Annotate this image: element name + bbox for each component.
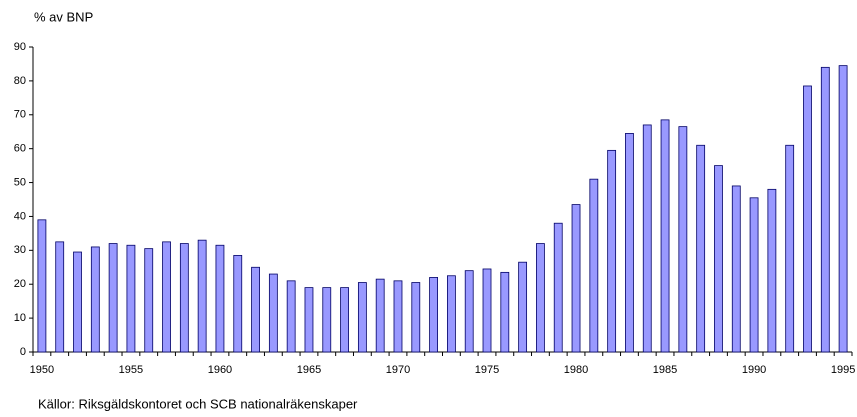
chart-title: % av BNP [34,9,93,24]
bar [357,282,367,353]
bar [731,185,741,353]
bar [447,275,456,353]
bar [340,287,349,353]
bar [126,244,136,353]
bar [37,219,47,353]
y-tick-label: 30 [14,244,26,256]
bar [429,277,438,353]
x-tick-label: 1990 [742,364,766,376]
x-tick-label: 1975 [475,364,499,376]
bar [482,268,492,353]
bar [518,261,528,353]
bar [304,287,314,353]
bar [286,280,296,353]
bar [162,241,171,353]
bar [785,144,795,353]
x-tick-label: 1995 [831,364,855,376]
bar [322,287,332,353]
bar [197,239,207,353]
bar [607,149,617,353]
bar [144,248,154,353]
bar [55,241,65,353]
y-tick-label: 40 [14,210,26,222]
bar [411,282,421,353]
bar [268,273,278,353]
y-tick-label: 90 [14,41,26,53]
bar [660,119,670,353]
bar [714,165,723,353]
bar [500,271,510,353]
bar [233,255,243,353]
bar [108,243,118,353]
y-tick-label: 10 [14,312,26,324]
x-tick-label: 1950 [30,364,54,376]
y-tick-label: 60 [14,143,26,155]
bar [820,66,830,353]
x-tick-label: 1960 [208,364,232,376]
bar [571,204,581,353]
x-tick-label: 1955 [119,364,143,376]
bar [536,243,545,353]
x-tick-label: 1965 [297,364,321,376]
bar [251,266,260,353]
bar [767,188,777,353]
bar [553,222,563,353]
y-tick-label: 20 [14,278,26,290]
y-tick-label: 80 [14,75,26,87]
x-tick-label: 1985 [653,364,677,376]
bar [696,144,706,353]
bar [393,280,403,353]
bar [375,278,385,353]
bar [803,85,812,353]
bar [179,243,189,353]
bar [678,126,688,353]
source-note: Källor: Riksgäldskontoret och SCB nation… [38,396,358,411]
bar [589,178,599,353]
x-tick-label: 1970 [386,364,410,376]
bar [90,246,100,353]
y-tick-label: 0 [20,346,26,358]
bar [215,244,225,353]
y-tick-label: 70 [14,109,26,121]
bar [749,197,759,353]
y-tick-label: 50 [14,176,26,188]
bar [838,65,848,353]
bar [73,251,82,353]
bar [625,133,634,353]
x-tick-label: 1980 [564,364,588,376]
bar [464,270,474,353]
bar [642,124,652,353]
